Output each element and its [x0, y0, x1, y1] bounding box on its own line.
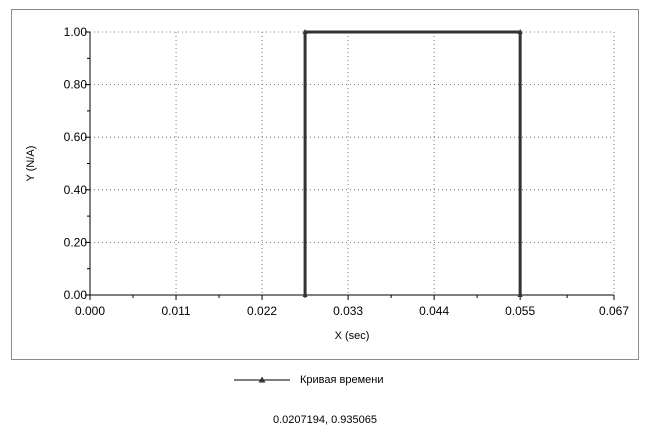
y-tick-label: 0.60 — [64, 130, 88, 144]
legend: Кривая времени — [232, 374, 384, 386]
plot-area — [90, 32, 614, 295]
x-tick-label: 0.022 — [247, 304, 277, 318]
x-axis-title: X (sec) — [335, 330, 370, 342]
x-tick-label: 0.011 — [161, 304, 190, 318]
legend-line-triangle-marker — [234, 376, 290, 383]
cursor-coordinate-readout: 0.0207194, 0.935065 — [273, 414, 377, 426]
data-point-marker[interactable] — [517, 292, 523, 297]
y-tick-label: 0.20 — [64, 235, 88, 249]
y-tick-label: 0.00 — [64, 288, 88, 302]
y-tick-label: 0.80 — [64, 78, 88, 92]
y-axis-title: Y (N/A) — [25, 146, 37, 182]
y-tick-label: 0.40 — [64, 183, 88, 197]
x-tick-label: 0.067 — [599, 304, 629, 318]
series-line[interactable] — [303, 30, 522, 295]
x-tick-label: 0.000 — [75, 304, 105, 318]
data-point-marker[interactable] — [302, 292, 308, 297]
data-point-marker[interactable] — [302, 29, 308, 34]
x-tick-label: 0.044 — [419, 304, 449, 318]
legend-label: Кривая времени — [300, 374, 384, 386]
chart-frame: 0.000 0.011 0.022 0.033 0.044 0.055 0.067 0.00 0… — [11, 9, 639, 360]
chart-plot[interactable]: 0.000 0.011 0.022 0.033 0.044 0.055 0.067 0.00 0… — [12, 10, 638, 359]
x-tick-label: 0.033 — [333, 304, 363, 318]
x-tick-label: 0.055 — [505, 304, 535, 318]
data-point-marker[interactable] — [517, 29, 523, 34]
y-tick-label: 1.00 — [64, 25, 88, 39]
